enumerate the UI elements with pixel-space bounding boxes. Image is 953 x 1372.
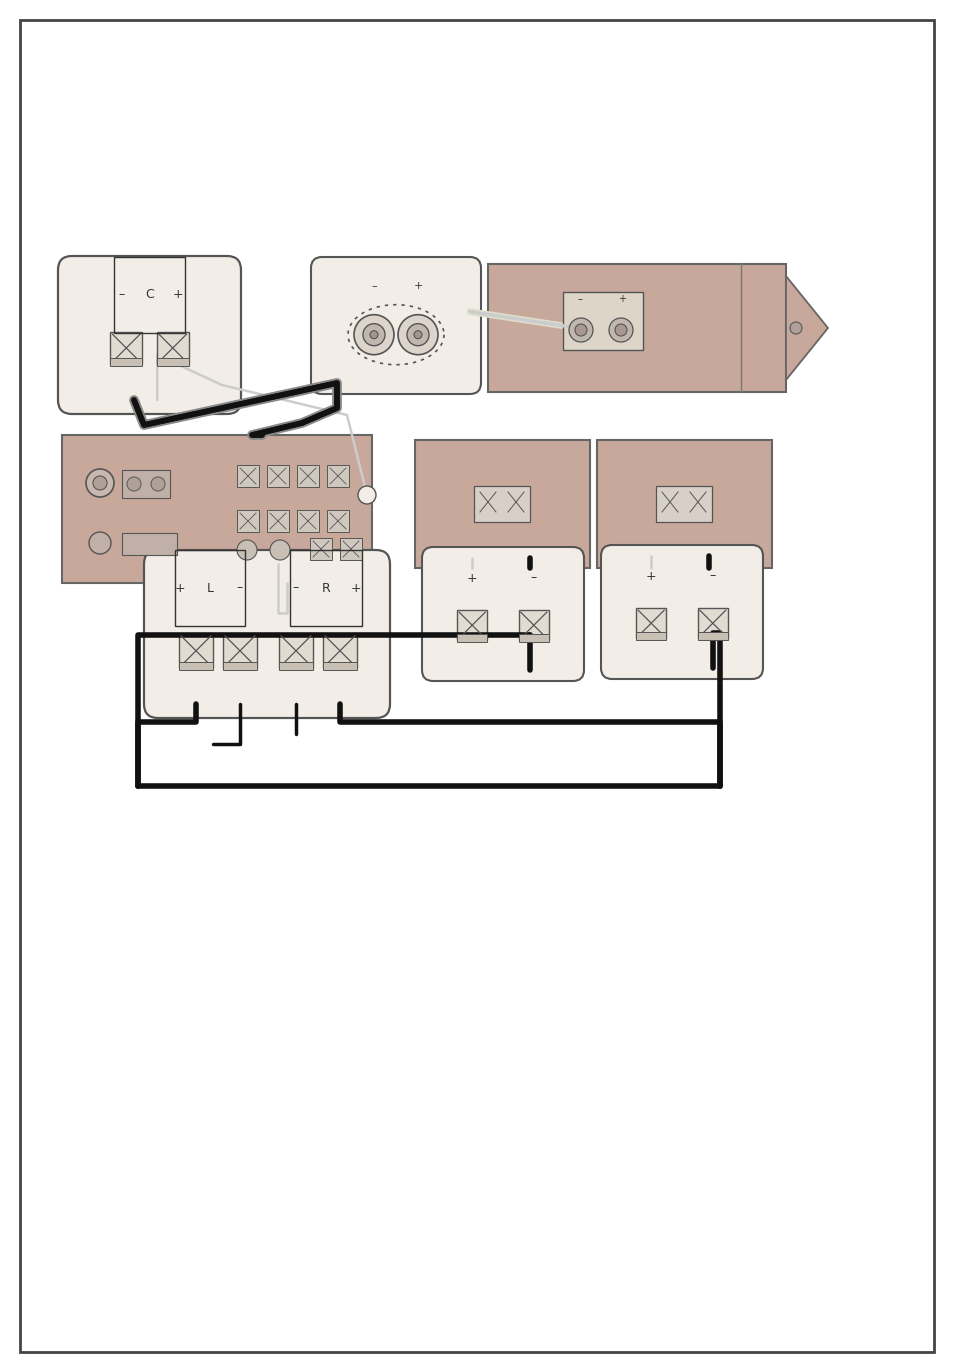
Circle shape (414, 331, 421, 339)
Bar (111, 332, 142, 364)
Text: L: L (206, 582, 213, 594)
Bar (236, 510, 258, 532)
Bar (415, 440, 589, 568)
Text: +: + (172, 288, 183, 302)
Bar (122, 532, 177, 556)
Bar (156, 358, 189, 366)
Bar (223, 661, 256, 670)
Text: –: – (578, 294, 582, 305)
Bar (697, 632, 727, 641)
Bar (62, 435, 372, 583)
Text: +: + (618, 294, 625, 305)
Bar (278, 634, 313, 668)
Bar (518, 634, 548, 642)
Bar (296, 465, 318, 487)
Circle shape (89, 532, 111, 554)
Bar (323, 661, 356, 670)
Bar (474, 486, 530, 521)
Bar (327, 465, 349, 487)
FancyBboxPatch shape (144, 550, 390, 718)
Text: –: – (293, 582, 299, 594)
Bar (597, 440, 771, 568)
Text: +: + (645, 569, 656, 583)
Bar (267, 465, 289, 487)
Bar (488, 263, 785, 392)
Circle shape (354, 314, 394, 355)
Circle shape (608, 318, 633, 342)
Circle shape (236, 541, 256, 560)
Text: C: C (145, 288, 153, 302)
Bar (278, 661, 313, 670)
Bar (323, 634, 356, 668)
Circle shape (615, 324, 626, 336)
Text: –: – (236, 582, 243, 594)
Circle shape (407, 324, 429, 346)
Bar (697, 608, 727, 638)
Bar (310, 538, 332, 560)
Text: +: + (413, 281, 422, 291)
Bar (179, 634, 213, 668)
Bar (236, 465, 258, 487)
Circle shape (370, 331, 377, 339)
Text: +: + (351, 582, 361, 594)
Bar (179, 661, 213, 670)
Circle shape (575, 324, 586, 336)
Circle shape (397, 314, 437, 355)
Circle shape (270, 541, 290, 560)
Circle shape (357, 486, 375, 504)
Bar (456, 634, 487, 642)
Bar (122, 471, 170, 498)
Polygon shape (785, 276, 827, 380)
Bar (456, 611, 487, 641)
Text: R: R (321, 582, 330, 594)
Text: –: – (530, 572, 537, 584)
Bar (562, 292, 642, 350)
Bar (636, 632, 665, 641)
FancyBboxPatch shape (421, 547, 583, 681)
Bar (636, 608, 665, 638)
FancyBboxPatch shape (311, 257, 480, 394)
Circle shape (92, 476, 107, 490)
Circle shape (127, 477, 141, 491)
Bar (296, 510, 318, 532)
Bar (339, 538, 361, 560)
Bar (111, 358, 142, 366)
Bar (656, 486, 711, 521)
Circle shape (151, 477, 165, 491)
Text: –: – (709, 569, 715, 583)
Bar (267, 510, 289, 532)
Bar (156, 332, 189, 364)
FancyBboxPatch shape (58, 257, 241, 414)
Bar (327, 510, 349, 532)
Text: –: – (118, 288, 125, 302)
Text: +: + (466, 572, 477, 584)
Text: –: – (371, 281, 376, 291)
Circle shape (568, 318, 593, 342)
Text: +: + (174, 582, 185, 594)
Bar (223, 634, 256, 668)
Bar (518, 611, 548, 641)
Circle shape (789, 322, 801, 333)
Circle shape (363, 324, 385, 346)
FancyBboxPatch shape (600, 545, 762, 679)
Circle shape (86, 469, 113, 497)
